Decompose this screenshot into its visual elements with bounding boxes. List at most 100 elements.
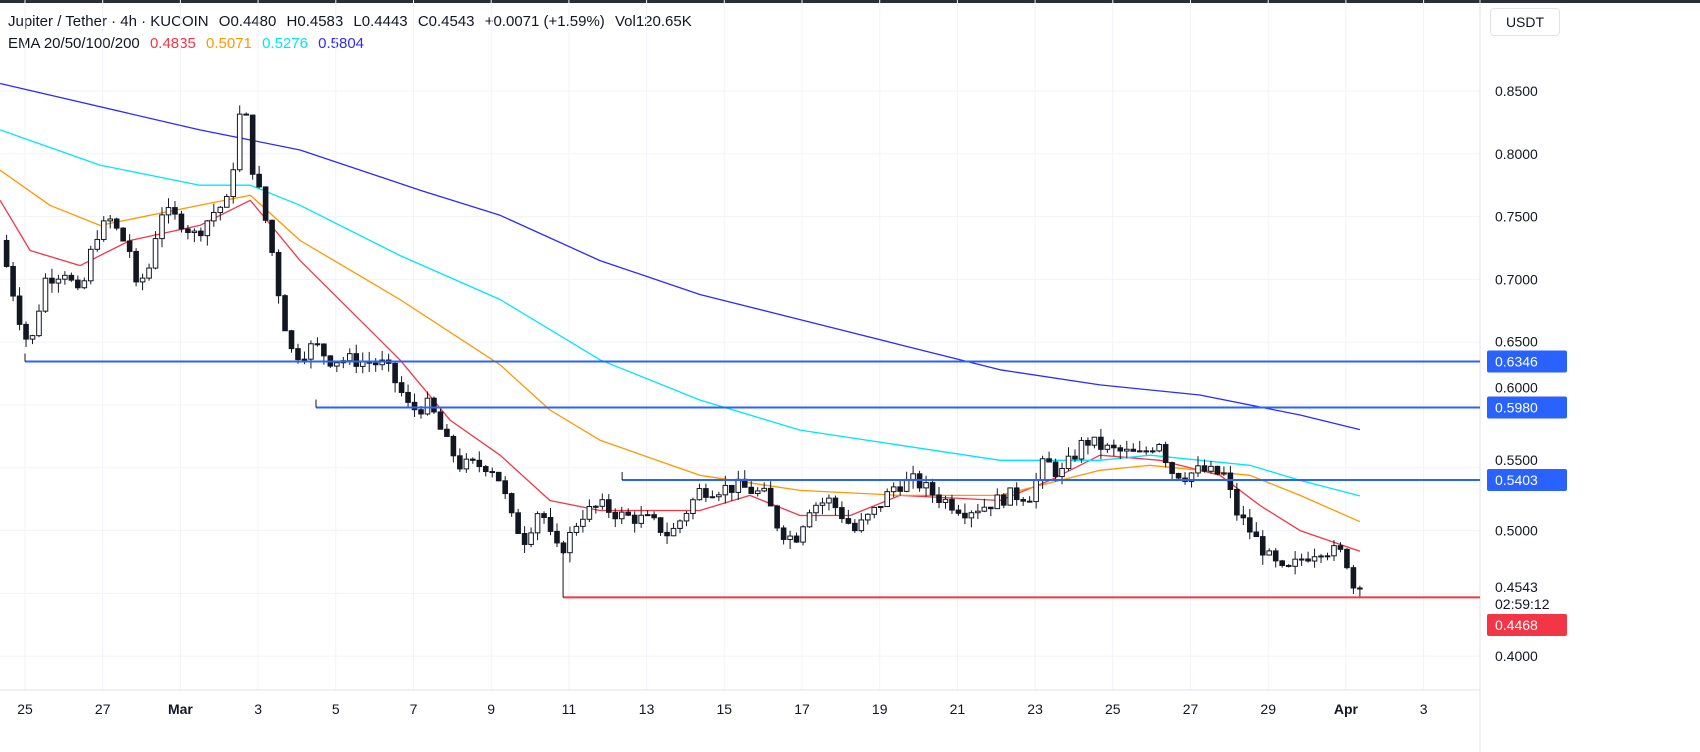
candle [515,508,521,534]
chart-legend: Jupiter / Tether · 4h · KUCOIN O0.4480 H… [8,11,698,55]
candle-body [515,512,521,534]
candle [1143,446,1150,455]
candle [988,506,994,517]
candle [845,509,852,525]
x-tick-label: 29 [1260,701,1276,717]
candle [1305,551,1311,563]
candle-body [29,335,36,340]
y-tick-label: 0.7000 [1495,271,1538,287]
candle-body [709,496,716,499]
candle-body [508,493,515,514]
y-tick-label: 0.6500 [1495,334,1538,350]
x-tick-label: 21 [950,701,966,717]
y-tick-label: 0.7500 [1495,209,1538,225]
x-tick-label: 5 [332,701,340,717]
candle-body [1240,514,1247,519]
candle-body [502,480,508,495]
candle [398,376,405,397]
candle-body [87,248,94,282]
candle-body [942,498,949,503]
candle [657,517,664,536]
candle-body [489,471,496,474]
candle [560,540,567,555]
candle [139,273,146,291]
candle-body [55,278,62,284]
level-badge [1487,396,1567,419]
candle-body [864,513,871,521]
candle-body [133,250,139,283]
candle-body [1026,500,1033,503]
candle [81,277,88,290]
candle-body [573,525,580,534]
symbol-title[interactable]: Jupiter / Tether · 4h · KUCOIN [8,13,209,30]
candle [198,227,204,242]
candle-body [1292,558,1298,567]
ema50-value: 0.5071 [206,35,252,52]
x-tick-label: 25 [17,701,33,717]
candle [100,216,107,242]
candle [353,344,360,374]
candle-body [431,397,437,413]
candle-body [567,532,573,554]
candle [372,358,379,372]
candle [968,510,975,528]
candle-body [1279,560,1285,566]
candle [890,482,897,498]
candle [236,105,243,173]
candle-body [1136,450,1143,453]
x-tick-label: 25 [1105,701,1121,717]
candle [618,506,625,525]
candle [800,525,806,546]
candle-body [146,267,152,279]
candle [1052,458,1059,482]
candle [1026,496,1033,503]
candle-body [1247,517,1253,533]
candle-body [625,511,632,516]
candle-body [1357,587,1363,590]
candle [1078,437,1085,463]
level-badge-label: 0.6346 [1495,354,1538,370]
candle [586,499,593,523]
candle [1195,456,1201,478]
candle-body [949,498,955,511]
candle-body [308,343,314,360]
candle-body [372,362,379,366]
candle-body [288,330,295,350]
candle [767,481,774,507]
candle-body [1111,444,1117,449]
candle [3,234,10,268]
candle-body [994,494,1001,510]
candle [1337,542,1344,553]
candle-body [411,401,418,411]
candle-body [683,512,690,522]
candle-body [1007,487,1014,506]
candle-body [249,114,256,175]
symbol-line: Jupiter / Tether · 4h · KUCOIN O0.4480 H… [8,11,698,33]
ema-label[interactable]: EMA 20/50/100/200 [8,35,140,52]
candle-body [1104,444,1111,450]
candle [761,482,767,493]
candle-body [152,238,159,269]
candle-body [236,113,243,171]
candle [670,522,677,537]
candle [729,484,735,501]
top-bar [0,0,1700,3]
candle-body [476,459,483,468]
candle [113,217,120,231]
x-tick-label: 11 [562,701,577,717]
candle [625,508,632,517]
candle-body [722,484,729,496]
candle-body [735,478,742,493]
candle [780,525,787,545]
candle-body [1098,436,1104,450]
candle [269,219,275,257]
candle [832,495,839,516]
currency-button[interactable]: USDT [1490,8,1560,36]
candle-body [852,522,858,532]
candle [793,532,800,543]
candle [1214,465,1221,476]
candle-body [670,527,677,537]
candle-body [230,169,237,198]
candle [29,334,36,345]
